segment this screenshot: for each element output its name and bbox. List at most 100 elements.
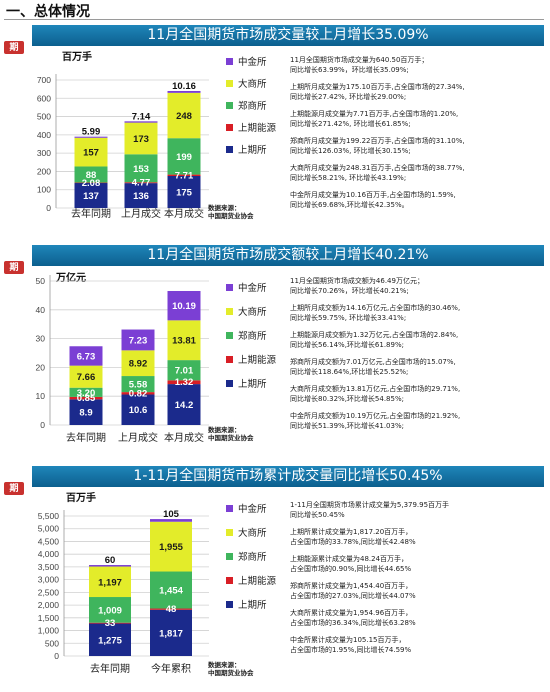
data-label: 0.82: [129, 388, 148, 399]
legend-swatch: [226, 577, 233, 584]
legend-label: 郑商所: [238, 551, 267, 563]
bar-segment: [167, 384, 201, 425]
bar-segment: [69, 399, 103, 425]
y-tick-label: 3,000: [38, 575, 60, 585]
data-label: 13.81: [172, 336, 196, 347]
chart-title: 11月全国期货市场成交量较上月增长35.09%: [32, 25, 544, 46]
data-label: 88: [86, 170, 97, 181]
y-tick-label: 5,000: [38, 524, 60, 534]
legend-swatch: [226, 553, 233, 560]
note-item: 上期所累计成交量为1,817.20百万手， 占全国市场的33.78%,同比增长4…: [290, 528, 416, 546]
bar-segment: [74, 182, 108, 184]
source-label: 数据来源： 中国期货业协会: [208, 427, 254, 442]
y-tick-label: 4,500: [38, 536, 60, 546]
legend-label: 郑商所: [238, 330, 267, 342]
note-item: 郑商所月成交量为199.22百万手,占全国市场的31.10%, 同比增长126.…: [290, 137, 465, 155]
y-tick-label: 0: [40, 420, 45, 430]
note-item: 11月全国期货市场成交量为640.50百万手； 同比增长63.99%，环比增长3…: [290, 56, 429, 74]
data-label: 199: [176, 152, 192, 163]
note-item: 大商所月成交额为13.81万亿元,占全国市场的29.71%, 同比增长80.32…: [290, 385, 461, 403]
data-label: 1,009: [98, 605, 122, 616]
bar-segment: [89, 597, 131, 623]
data-label: 248: [176, 111, 192, 122]
bar-segment: [121, 376, 155, 393]
bar-segment: [121, 329, 155, 351]
legend-swatch: [226, 58, 233, 65]
data-label: 105: [163, 509, 180, 520]
category-label: 本月成交: [164, 431, 204, 444]
y-unit-label: 万亿元: [56, 273, 86, 284]
legend-swatch: [226, 308, 233, 315]
y-tick-label: 700: [37, 75, 51, 85]
data-label: 14.2: [175, 400, 194, 411]
y-tick-label: 500: [45, 638, 59, 648]
data-label: 136: [133, 191, 149, 202]
y-tick-label: 500: [37, 112, 51, 122]
data-label: 153: [133, 164, 149, 175]
y-tick-label: 30: [36, 334, 46, 344]
bar-segment: [121, 350, 155, 377]
notes-list: 11月全国期货市场成交量为640.50百万手； 同比增长63.99%，环比增长3…: [290, 55, 544, 217]
y-tick-label: 300: [37, 148, 51, 158]
bar-segment: [69, 346, 103, 366]
note-item: 上期能源累计成交量为48.24百万手， 占全国市场的0.90%,同比增长44.6…: [290, 555, 412, 573]
legend-label: 上期所: [238, 145, 267, 156]
note-item: 郑商所累计成交量为1,454.40百万手， 占全国市场的27.03%,同比增长4…: [290, 582, 416, 600]
title-divider: [4, 19, 544, 20]
note-item: 1-11月全国期货市场累计成交量为5,379.95百万手 同比增长50.45%: [290, 501, 450, 519]
note-item: 11月全国期货市场成交额为46.49万亿元； 同比增长70.26%，环比增长40…: [290, 277, 424, 295]
bar-segment: [74, 182, 108, 208]
legend-label: 中金所: [238, 503, 267, 515]
data-label: 10.16: [172, 81, 196, 92]
category-label: 上月成交: [118, 431, 158, 444]
y-tick-label: 200: [37, 166, 51, 176]
legend-swatch: [226, 529, 233, 536]
source-label: 数据来源： 中国期货业协会: [208, 205, 254, 220]
logo-badge: 期: [4, 41, 24, 54]
legend-label: 上期能源: [238, 575, 277, 587]
bar-segment: [167, 176, 201, 208]
bar-segment: [121, 394, 155, 425]
category-label: 去年同期: [90, 662, 130, 675]
bar-segment: [74, 166, 108, 183]
y-tick-label: 20: [36, 362, 46, 372]
data-label: 2.08: [82, 178, 101, 189]
cumulative-panel: 1-11月全国期货市场累计成交量同比增长50.45% 期 百万手 0 500 1,0…: [4, 466, 544, 692]
y-unit-label: 百万手: [62, 52, 92, 63]
bar-segment: [167, 380, 201, 385]
bar-segment: [167, 90, 201, 93]
data-label: 1,817: [159, 628, 183, 639]
y-tick-label: 0: [54, 651, 59, 661]
data-label: 5.58: [129, 380, 148, 391]
page-title: 一、总体情况: [6, 4, 90, 20]
y-tick-label: 40: [36, 305, 46, 315]
bar-segment: [69, 396, 103, 400]
data-label: 175: [176, 188, 193, 199]
bar-segment: [167, 290, 201, 321]
bar-segment: [89, 565, 131, 567]
y-tick-label: 50: [36, 276, 46, 286]
legend-label: 大商所: [238, 306, 267, 318]
legend-swatch: [226, 332, 233, 339]
bar-segment: [150, 608, 192, 610]
note-item: 中金所累计成交量为105.15百万手， 占全国市场的1.95%,同比增长74.5…: [290, 636, 412, 654]
bar-segment: [167, 92, 201, 139]
bar-segment: [124, 182, 158, 184]
legend-label: 中金所: [238, 282, 267, 294]
legend-swatch: [226, 102, 233, 109]
y-tick-label: 1,000: [38, 626, 60, 636]
y-tick-label: 10: [36, 391, 46, 401]
data-label: 157: [83, 148, 99, 159]
category-label: 今年累积: [151, 662, 191, 675]
legend-swatch: [226, 284, 233, 291]
y-tick-label: 2,000: [38, 600, 60, 610]
logo-badge: 期: [4, 482, 24, 495]
data-label: 10.6: [129, 405, 148, 416]
legend-label: 郑商所: [238, 100, 267, 112]
data-label: 7.23: [129, 335, 148, 346]
legend-label: 上期能源: [238, 354, 277, 366]
legend-label: 大商所: [238, 527, 267, 539]
y-tick-label: 3,500: [38, 562, 60, 572]
legend-label: 上期所: [238, 379, 267, 390]
